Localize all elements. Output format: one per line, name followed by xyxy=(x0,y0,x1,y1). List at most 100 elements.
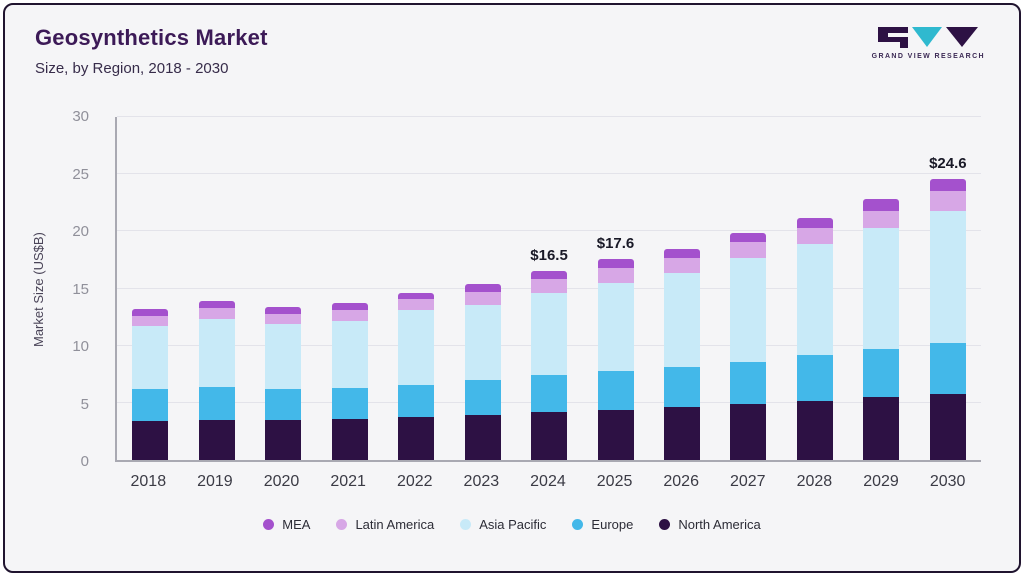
legend-label-europe: Europe xyxy=(591,517,634,532)
segment-europe xyxy=(730,361,767,404)
x-tick-label-2021: 2021 xyxy=(330,473,366,490)
segment-europe xyxy=(531,375,568,412)
segment-north-america xyxy=(531,411,568,460)
segment-north-america xyxy=(863,397,900,460)
bar-stack xyxy=(531,117,568,460)
bar-2019 xyxy=(183,117,249,460)
x-tick-label-2019: 2019 xyxy=(197,473,233,490)
logo-mark-icon xyxy=(878,27,979,48)
legend-swatch-europe xyxy=(572,519,584,530)
segment-europe xyxy=(464,379,501,416)
segment-asia-pacific xyxy=(663,272,700,368)
segment-mea xyxy=(265,306,302,314)
x-tick-label-2028: 2028 xyxy=(796,473,833,490)
bar-stack xyxy=(597,117,634,460)
segment-latin-america xyxy=(464,291,501,305)
bar-stack xyxy=(464,117,501,460)
bar-2027 xyxy=(715,117,781,460)
bar-2021 xyxy=(316,117,382,460)
bar-2025: $17.6 xyxy=(582,117,648,460)
segment-mea xyxy=(398,293,435,299)
bar-stack xyxy=(663,117,700,460)
chart-header: Geosynthetics Market Size, by Region, 20… xyxy=(5,5,1019,77)
segment-asia-pacific xyxy=(198,319,235,387)
y-tick-label: 30 xyxy=(72,108,89,125)
bar-stack xyxy=(132,117,169,460)
legend-item-mea: MEA xyxy=(263,517,310,532)
x-tick-label-2024: 2024 xyxy=(530,473,566,490)
bar-2030: $24.6 xyxy=(915,117,981,460)
segment-latin-america xyxy=(265,313,302,324)
x-tick-label-2022: 2022 xyxy=(396,473,433,490)
bar-stack xyxy=(198,117,235,460)
segment-asia-pacific xyxy=(398,310,435,385)
segment-north-america xyxy=(265,419,302,460)
segment-north-america xyxy=(398,416,435,460)
logo-text: GRAND VIEW RESEARCH xyxy=(871,53,985,60)
segment-europe xyxy=(265,389,302,420)
page-title: Geosynthetics Market xyxy=(35,25,268,50)
y-tick-label: 15 xyxy=(72,280,89,298)
segment-latin-america xyxy=(863,210,900,228)
segment-asia-pacific xyxy=(531,293,568,376)
segment-asia-pacific xyxy=(796,243,833,355)
segment-europe xyxy=(863,349,900,398)
legend-swatch-asia-pacific xyxy=(460,519,472,530)
bar-stack xyxy=(863,117,900,460)
segment-latin-america xyxy=(331,310,368,321)
y-tick-label: 10 xyxy=(72,338,89,356)
bars-container: $16.5 $17.6 $24.6 xyxy=(117,117,981,460)
x-tick-label-2018: 2018 xyxy=(130,473,167,490)
segment-europe xyxy=(398,384,435,417)
segment-europe xyxy=(132,389,169,422)
segment-mea xyxy=(663,248,700,258)
segment-north-america xyxy=(730,403,767,460)
segment-asia-pacific xyxy=(132,326,169,390)
grand-view-research-logo: GRAND VIEW RESEARCH xyxy=(872,27,985,60)
bar-stack xyxy=(265,117,302,460)
segment-north-america xyxy=(597,409,634,460)
bar-2022 xyxy=(383,117,449,460)
segment-mea xyxy=(331,303,368,311)
bar-stack xyxy=(796,117,833,460)
segment-mea xyxy=(796,217,833,228)
value-label-2025: $17.6 xyxy=(596,234,635,252)
legend-item-north-america: North America xyxy=(659,517,761,532)
y-axis-ticks: 0 5 10 15 20 25 30 xyxy=(5,108,103,470)
legend-label-asia-pacific: Asia Pacific xyxy=(479,517,547,532)
segment-europe xyxy=(663,367,700,408)
segment-mea xyxy=(730,232,767,242)
segment-mea xyxy=(597,258,634,268)
bar-stack xyxy=(730,117,767,460)
x-tick-label-2025: 2025 xyxy=(596,473,633,490)
legend-item-latin-america: Latin America xyxy=(336,517,434,532)
bar-stack xyxy=(929,117,966,460)
segment-latin-america xyxy=(398,298,435,311)
bar-stack xyxy=(398,117,435,460)
segment-mea xyxy=(929,178,966,192)
segment-asia-pacific xyxy=(730,257,767,362)
segment-latin-america xyxy=(531,279,568,294)
report-card: Geosynthetics Market Size, by Region, 20… xyxy=(3,3,1021,573)
bar-2018 xyxy=(117,117,183,460)
segment-mea xyxy=(863,199,900,211)
y-tick-label: 20 xyxy=(72,223,89,241)
page-subtitle: Size, by Region, 2018 - 2030 xyxy=(35,60,229,77)
gridline xyxy=(117,116,981,117)
segment-asia-pacific xyxy=(597,282,634,371)
segment-asia-pacific xyxy=(464,304,501,380)
x-tick-label-2029: 2029 xyxy=(863,473,899,490)
segment-europe xyxy=(198,386,235,420)
segment-north-america xyxy=(663,407,700,460)
segment-latin-america xyxy=(198,307,235,320)
chart-legend: MEA Latin America Asia Pacific Europe North … xyxy=(5,517,1019,532)
segment-mea xyxy=(132,309,169,316)
legend-swatch-north-america xyxy=(659,519,671,530)
segment-latin-america xyxy=(663,257,700,273)
x-tick-label-2023: 2023 xyxy=(463,473,500,490)
y-tick-label: 5 xyxy=(80,395,89,413)
legend-swatch-mea xyxy=(263,519,275,530)
value-label-2024: $16.5 xyxy=(530,247,568,265)
bar-2024: $16.5 xyxy=(516,117,582,460)
y-tick-label: 25 xyxy=(72,165,89,183)
